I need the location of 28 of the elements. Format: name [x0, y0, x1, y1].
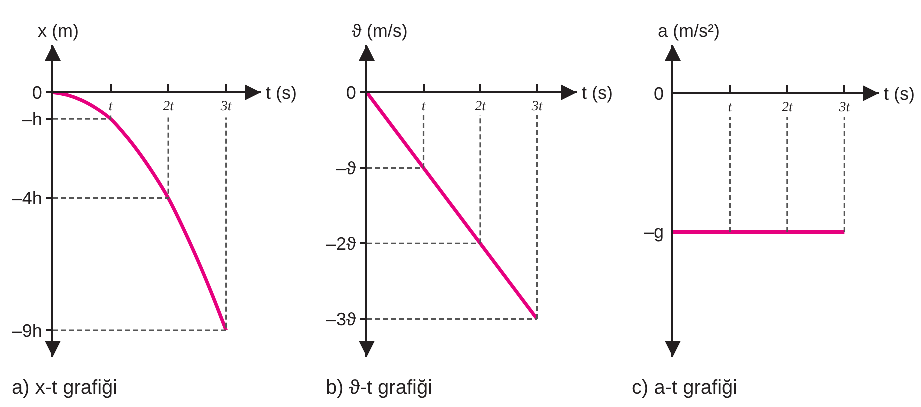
x-tick-label: t: [422, 99, 427, 114]
x-tick-label: t: [728, 100, 734, 116]
y-tick-label: –h: [22, 109, 42, 130]
y-axis-title: ϑ (m/s): [352, 21, 408, 41]
x-tick-label: 3t: [220, 99, 233, 114]
text: a) x-t grafiği: [12, 377, 118, 399]
text: c) a-t grafiği: [632, 377, 738, 399]
x-tick-label: t: [108, 99, 114, 114]
annotation: –g: [644, 222, 664, 242]
y-axis-title: x (m): [38, 21, 79, 41]
x-tick-label: 2t: [163, 99, 176, 114]
y-axis-title: a (m/s²): [658, 21, 720, 41]
x-tick-label: 3t: [530, 99, 544, 114]
y-tick-label: –9h: [12, 320, 42, 341]
text: b) ϑ-t grafiği: [326, 377, 433, 399]
y-tick-label: –4h: [12, 188, 42, 209]
x-axis-title: t (s): [884, 84, 915, 104]
x-axis-title: t (s): [582, 83, 613, 103]
x-tick-label: 2t: [475, 99, 488, 114]
y-tick-label: –3ϑ: [326, 310, 357, 330]
y-tick-label: –2ϑ: [326, 234, 357, 254]
y-tick-label: 0: [32, 82, 42, 103]
x-tick-label: 3t: [838, 100, 852, 116]
text: 0: [654, 84, 664, 104]
x-tick-label: 2t: [782, 100, 794, 116]
y-tick-label: 0: [346, 82, 356, 103]
x-axis-title: t (s): [266, 83, 297, 103]
y-tick-label: –ϑ: [336, 158, 357, 178]
